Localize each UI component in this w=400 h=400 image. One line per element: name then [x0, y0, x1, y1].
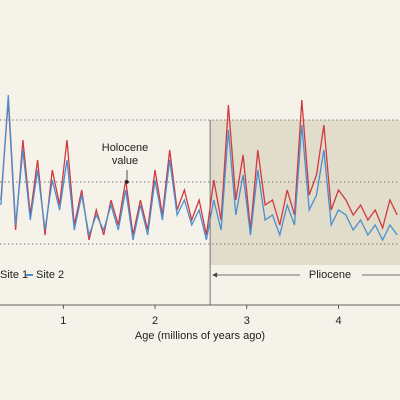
- legend-label: Site 2: [36, 269, 64, 281]
- series-line: [0, 94, 398, 242]
- x-tick-label: 4: [335, 315, 341, 327]
- series-line: [0, 99, 398, 241]
- arrow-head: [212, 272, 218, 278]
- x-tick-label: 1: [60, 315, 66, 327]
- x-tick-label: 2: [152, 315, 158, 327]
- legend-label: Site 1: [0, 269, 28, 281]
- annotation-dot: [125, 180, 129, 184]
- annotation: value: [112, 155, 138, 167]
- x-axis-label: Age (millions of years ago): [135, 330, 265, 342]
- x-tick-label: 3: [244, 315, 250, 327]
- annotation: Holocene: [102, 142, 148, 154]
- period-label: Pliocene: [309, 269, 351, 281]
